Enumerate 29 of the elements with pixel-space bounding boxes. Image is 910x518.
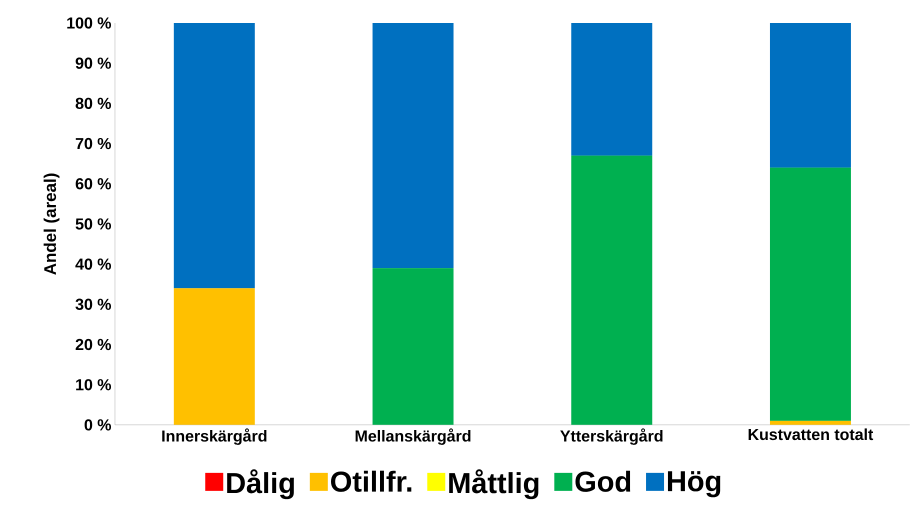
bar	[372, 268, 454, 425]
y-tick-label: 50 %	[76, 218, 112, 230]
y-tick-label: 0 %	[84, 419, 112, 431]
x-tick-label: Ytterskärgård	[560, 428, 662, 445]
x-tick-label: Kustvatten totalt	[748, 428, 874, 440]
y-tick-label: 100 %	[67, 17, 112, 29]
y-tick-label: 20 %	[76, 338, 112, 350]
y-tick-label: 70 %	[76, 138, 112, 150]
x-tick-label: Mellanskärgård	[356, 428, 470, 445]
bar	[571, 23, 652, 156]
x-tick-label: Innerskärgård	[162, 428, 266, 445]
bar	[770, 23, 851, 168]
bar	[174, 288, 255, 425]
y-tick-label: 80 %	[76, 98, 112, 110]
y-tick-label: 90 %	[76, 58, 112, 69]
legend-label: Hög	[668, 471, 720, 498]
y-tick-label: 60 %	[76, 178, 112, 190]
bar	[372, 23, 454, 268]
y-tick-label: 10 %	[76, 379, 112, 390]
bar	[571, 156, 652, 425]
legend-label: Dålig	[227, 469, 294, 500]
legend-label: God	[575, 470, 630, 492]
y-axis-title: Andel (areal)	[44, 174, 60, 275]
legend-label: Måttlig	[449, 469, 538, 500]
legend-label: Otillfr.	[331, 470, 412, 492]
y-tick-label: 30 %	[75, 298, 112, 310]
bar	[174, 23, 255, 288]
y-tick-label: 40 %	[75, 258, 112, 270]
bar	[770, 168, 851, 421]
